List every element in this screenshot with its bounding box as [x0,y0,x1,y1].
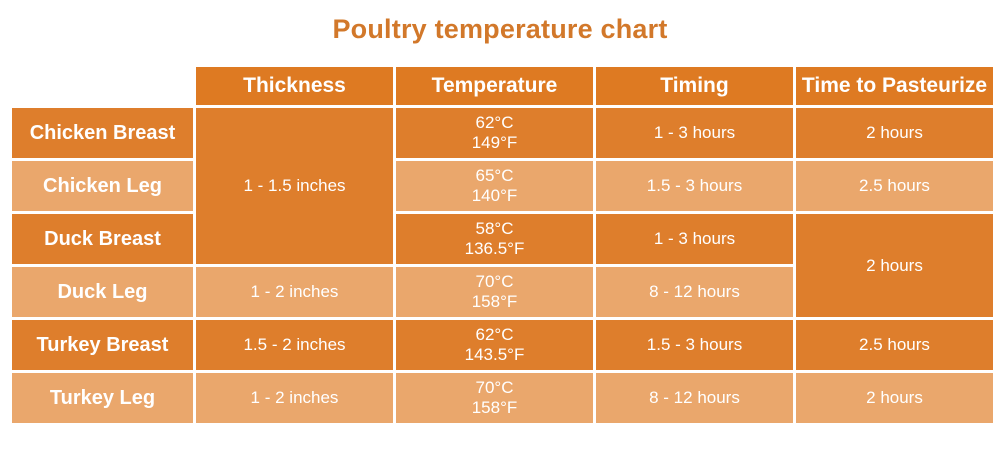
temperature-turkey-breast: 62°C 143.5°F [393,317,596,373]
pasteurize-turkey-breast: 2.5 hours [793,317,996,373]
temp-celsius: 65°C [475,166,514,185]
temp-fahrenheit: 158°F [471,398,518,417]
row-name-turkey-breast: Turkey Breast [9,317,196,373]
table-row: Chicken Breast 1 - 1.5 inches 62°C 149°F… [9,105,996,267]
temperature-chicken-leg: 65°C 140°F [393,158,596,214]
row-name-duck-breast: Duck Breast [9,211,196,267]
temperature-turkey-leg: 70°C 158°F [393,370,596,426]
temperature-table: Thickness Temperature Timing Time to Pas… [9,64,996,426]
pasteurize-duck: 2 hours [793,211,996,320]
temp-celsius: 62°C [475,113,514,132]
timing-chicken-breast: 1 - 3 hours [593,105,796,161]
temp-fahrenheit: 136.5°F [464,239,525,258]
pasteurize-chicken-breast: 2 hours [793,105,996,161]
temperature-duck-leg: 70°C 158°F [393,264,596,320]
table-row: Duck Breast 58°C 136.5°F 1 - 3 hours 2 h… [9,211,996,320]
table-row: Turkey Breast 1.5 - 2 inches 62°C 143.5°… [9,317,996,373]
temp-fahrenheit: 149°F [471,133,518,152]
timing-duck-breast: 1 - 3 hours [593,211,796,267]
timing-turkey-breast: 1.5 - 3 hours [593,317,796,373]
header-timing: Timing [593,64,796,108]
pasteurize-turkey-leg: 2 hours [793,370,996,426]
temperature-chicken-breast: 62°C 149°F [393,105,596,161]
row-name-chicken-breast: Chicken Breast [9,105,196,161]
corner-cell [9,64,196,108]
row-name-duck-leg: Duck Leg [9,264,196,320]
timing-chicken-leg: 1.5 - 3 hours [593,158,796,214]
temp-fahrenheit: 140°F [471,186,518,205]
header-row: Thickness Temperature Timing Time to Pas… [9,64,996,108]
table-row: Turkey Leg 1 - 2 inches 70°C 158°F 8 - 1… [9,370,996,426]
header-thickness: Thickness [193,64,396,108]
temperature-duck-breast: 58°C 136.5°F [393,211,596,267]
thickness-turkey-leg: 1 - 2 inches [193,370,396,426]
temp-fahrenheit: 143.5°F [464,345,525,364]
timing-turkey-leg: 8 - 12 hours [593,370,796,426]
temp-fahrenheit: 158°F [471,292,518,311]
timing-duck-leg: 8 - 12 hours [593,264,796,320]
temp-celsius: 70°C [475,272,514,291]
table-row: Chicken Leg 65°C 140°F 1.5 - 3 hours 2.5… [9,158,996,214]
table-row: Duck Leg 1 - 2 inches 70°C 158°F 8 - 12 … [9,264,995,320]
pasteurize-chicken-leg: 2.5 hours [793,158,996,214]
chart-title: Poultry temperature chart [332,14,668,44]
header-temperature: Temperature [393,64,596,108]
row-name-chicken-leg: Chicken Leg [9,158,196,214]
thickness-turkey-breast: 1.5 - 2 inches [193,317,396,373]
row-name-turkey-leg: Turkey Leg [9,370,196,426]
header-time-to-pasteurize: Time to Pasteurize [793,64,996,108]
thickness-duck-leg: 1 - 2 inches [193,264,396,320]
thickness-chicken-duck: 1 - 1.5 inches [193,105,396,267]
temp-celsius: 58°C [475,219,514,238]
temp-celsius: 62°C [475,325,514,344]
temp-celsius: 70°C [475,378,514,397]
